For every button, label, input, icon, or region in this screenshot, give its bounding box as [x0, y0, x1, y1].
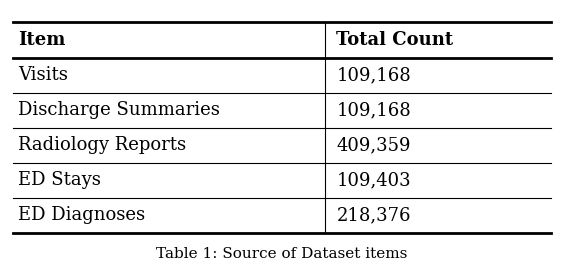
Text: 218,376: 218,376: [336, 206, 411, 225]
Text: Radiology Reports: Radiology Reports: [18, 136, 186, 154]
Text: Total Count: Total Count: [336, 31, 453, 49]
Text: Table 1: Source of Dataset items: Table 1: Source of Dataset items: [156, 247, 408, 261]
Text: 109,403: 109,403: [336, 171, 411, 189]
Text: 109,168: 109,168: [336, 66, 411, 84]
Text: ED Diagnoses: ED Diagnoses: [18, 206, 146, 225]
Text: Visits: Visits: [18, 66, 68, 84]
Text: Item: Item: [18, 31, 65, 49]
Text: 109,168: 109,168: [336, 101, 411, 119]
Text: Discharge Summaries: Discharge Summaries: [18, 101, 220, 119]
Text: ED Stays: ED Stays: [18, 171, 101, 189]
Text: 409,359: 409,359: [336, 136, 411, 154]
